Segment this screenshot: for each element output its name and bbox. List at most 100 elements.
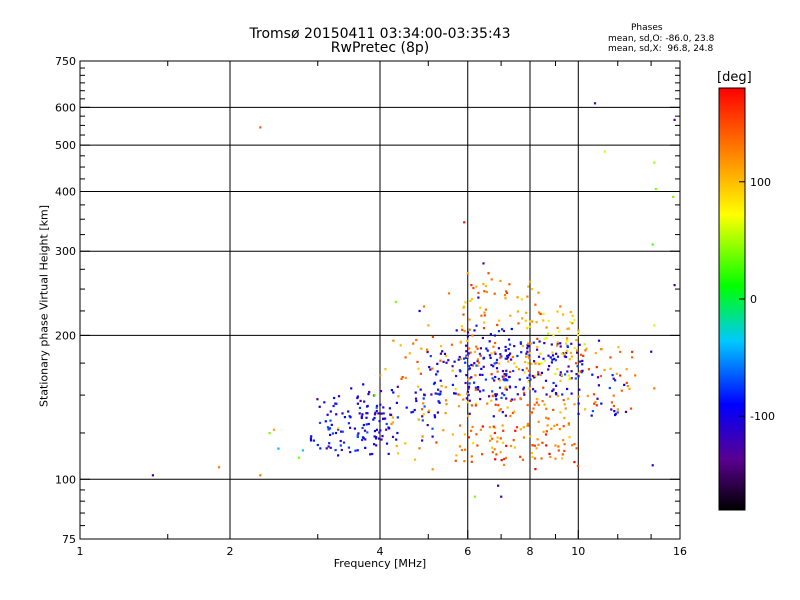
data-point: [390, 422, 393, 426]
data-point: [396, 416, 399, 419]
data-point: [556, 342, 559, 345]
data-point: [541, 441, 544, 444]
data-point: [505, 374, 508, 377]
data-point: [428, 366, 431, 369]
data-point: [564, 342, 568, 345]
data-point: [405, 406, 408, 409]
data-point: [625, 381, 628, 384]
data-point: [422, 402, 425, 405]
data-point: [445, 399, 448, 402]
data-point: [420, 347, 423, 350]
data-point: [568, 436, 571, 439]
data-point: [555, 384, 558, 387]
data-point: [526, 347, 529, 350]
data-point: [391, 421, 394, 424]
data-point: [566, 337, 569, 340]
data-point: [421, 435, 424, 438]
data-point: [505, 397, 508, 400]
data-point: [499, 451, 502, 454]
data-point: [436, 411, 439, 414]
data-point: [433, 381, 436, 384]
data-point: [470, 284, 473, 287]
data-point: [489, 434, 492, 438]
data-point: [378, 437, 381, 440]
data-point: [527, 380, 530, 383]
data-point: [526, 295, 529, 298]
data-point: [629, 407, 633, 410]
data-point: [479, 390, 482, 393]
data-point: [580, 353, 583, 356]
data-point: [349, 426, 352, 429]
data-point: [277, 447, 280, 450]
data-point: [379, 429, 382, 432]
data-point: [507, 347, 510, 351]
data-point: [382, 412, 385, 415]
data-point: [333, 396, 336, 400]
data-point: [476, 444, 479, 447]
data-point: [445, 361, 448, 364]
data-point: [512, 439, 515, 442]
data-point: [549, 356, 552, 359]
data-point: [522, 386, 525, 389]
data-point: [539, 312, 542, 315]
data-point: [309, 439, 313, 442]
data-point: [493, 431, 496, 435]
data-point: [552, 408, 555, 411]
data-point: [450, 343, 453, 346]
data-point: [379, 403, 382, 406]
data-point: [571, 314, 574, 317]
data-point: [377, 412, 380, 415]
data-point: [525, 355, 528, 358]
data-point: [557, 449, 560, 452]
data-point: [380, 438, 383, 441]
data-point: [380, 412, 383, 415]
data-point: [547, 368, 550, 371]
data-point: [531, 320, 534, 323]
data-point: [520, 351, 523, 354]
data-point: [373, 394, 376, 397]
data-point: [475, 433, 478, 436]
data-point: [472, 442, 475, 445]
data-point: [522, 426, 525, 429]
data-point: [468, 318, 471, 321]
data-point: [433, 416, 437, 419]
data-point: [367, 422, 370, 426]
data-point: [597, 339, 601, 342]
data-point: [498, 386, 502, 389]
data-point: [447, 292, 451, 295]
data-point: [542, 386, 545, 389]
data-point: [421, 415, 424, 418]
data-point: [616, 411, 619, 414]
data-point: [413, 458, 417, 461]
data-point: [465, 350, 468, 353]
data-point: [498, 362, 501, 365]
data-point: [555, 352, 558, 355]
data-point: [217, 466, 221, 469]
data-point: [599, 375, 602, 378]
data-point: [337, 395, 341, 398]
data-point: [551, 351, 554, 354]
data-point: [497, 330, 501, 333]
data-point: [496, 323, 499, 327]
data-point: [562, 425, 565, 428]
data-point: [614, 413, 617, 417]
data-point: [353, 427, 356, 430]
data-point: [472, 287, 475, 290]
data-point: [493, 362, 496, 365]
data-point: [562, 313, 565, 316]
data-point: [612, 394, 615, 397]
data-point: [556, 341, 559, 344]
data-point: [334, 431, 338, 435]
data-point: [480, 314, 483, 317]
data-point: [559, 305, 562, 308]
data-point: [526, 424, 529, 427]
data-point: [354, 449, 357, 452]
data-point: [594, 400, 597, 404]
data-point: [542, 357, 545, 360]
data-point: [439, 390, 442, 393]
data-point: [509, 414, 512, 418]
data-point: [471, 364, 474, 367]
data-point: [396, 385, 399, 388]
data-point: [379, 374, 382, 377]
data-point: [516, 296, 519, 299]
